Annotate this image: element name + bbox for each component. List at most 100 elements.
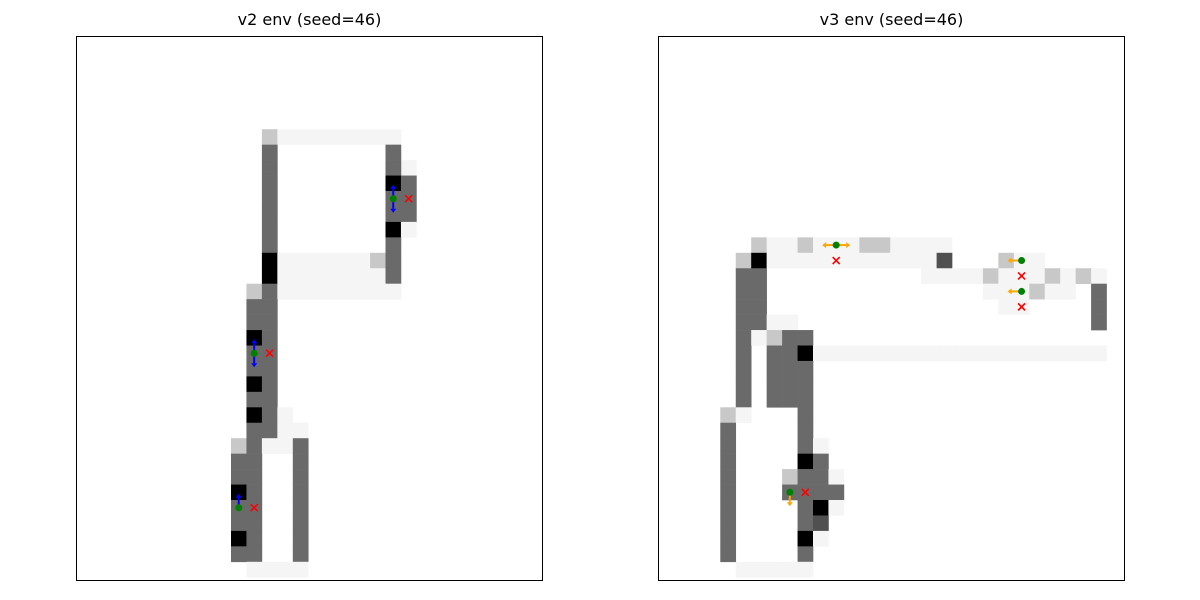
grid-cell-dark (261, 191, 278, 207)
grid-cell-dark (261, 330, 278, 346)
grid-cell-dark (797, 546, 814, 563)
grid-cell-dark (766, 376, 783, 393)
grid-cell-faint (890, 345, 906, 362)
grid-cell-faint (292, 252, 309, 269)
grid-cell-dark (782, 376, 798, 393)
grid-cell-faint (370, 129, 386, 145)
grid-cell-dark (261, 391, 278, 408)
grid-cell-dark (813, 484, 829, 501)
grid-cell-dark (292, 438, 309, 454)
grid-cell-dark (261, 422, 278, 439)
grid-cell-dark (261, 175, 278, 192)
grid-cell-faint (828, 345, 845, 362)
grid-cell-dark (766, 391, 783, 408)
grid-cell-faint (813, 252, 829, 269)
grid-cell-faint (385, 283, 402, 300)
grid-cell-dark (292, 530, 309, 547)
agent-marker (250, 349, 258, 357)
grid-cell-black (246, 330, 263, 346)
grid-cell-faint (967, 268, 984, 284)
grid-cell-black (385, 221, 402, 238)
grid-cell-faint (277, 561, 294, 578)
grid-cell-dark (782, 330, 798, 346)
target-marker (1017, 302, 1026, 311)
grid-cell-faint (1029, 268, 1046, 284)
grid-cell-faint (998, 299, 1015, 315)
grid-cell-faint (370, 268, 386, 284)
target-marker (404, 194, 413, 203)
grid-cell-dark (797, 376, 814, 393)
grid-cell-light (1044, 268, 1061, 284)
grid-cell-faint (843, 237, 860, 254)
grid-cell-faint (261, 438, 278, 454)
grid-cell-faint (843, 345, 860, 362)
grid-cell-dark (766, 360, 783, 377)
grid-cell-dark (246, 530, 263, 547)
grid-cell-dark (292, 453, 309, 470)
left-heatmap (76, 36, 543, 581)
heading-arrow-head (786, 502, 793, 507)
agent-marker (389, 195, 397, 203)
grid-cell-dark (261, 299, 278, 315)
grid-cell-dark (400, 206, 417, 223)
grid-cell-faint (1029, 345, 1046, 362)
grid-cell-light (998, 252, 1015, 269)
grid-cell-faint (813, 237, 829, 254)
grid-cell-dark (261, 360, 278, 377)
grid-cell-dark (231, 469, 247, 485)
grid-cell-dark (797, 330, 814, 346)
grid-cell-dark (261, 283, 278, 300)
grid-cell-dark (797, 469, 814, 485)
grid-cell-faint (843, 252, 860, 269)
grid-cell-faint (400, 221, 417, 238)
grid-cell-faint (1091, 345, 1107, 362)
grid-cell-dark (797, 438, 814, 454)
grid-cell-faint (339, 268, 355, 284)
grid-cell-faint (874, 252, 891, 269)
grid-cell-dark (735, 391, 752, 408)
grid-cell-dark (720, 438, 737, 454)
grid-cell-dark (385, 144, 402, 161)
right-panel: v3 env (seed=46) (658, 10, 1125, 585)
grid-cell-faint (766, 561, 783, 578)
heading-arrow-head (1007, 288, 1012, 295)
right-plot-area (658, 36, 1125, 581)
grid-cell-faint (982, 345, 999, 362)
grid-cell-faint (782, 237, 798, 254)
plot-frame (76, 36, 543, 581)
grid-cell-dark (385, 237, 402, 254)
heading-arrow-head (251, 339, 258, 344)
grid-cell-dark (261, 160, 278, 176)
grid-cell-faint (735, 561, 752, 578)
heading-arrow-head (251, 363, 258, 368)
grid-cell-faint (385, 129, 402, 145)
grid-cell-dark (246, 546, 263, 563)
grid-cell-faint (1060, 283, 1076, 300)
grid-cell-faint (292, 561, 309, 578)
grid-cell-faint (277, 422, 294, 439)
grid-cell-dark (246, 515, 263, 532)
agent-marker (1018, 257, 1026, 265)
grid-cell-light (874, 237, 891, 254)
grid-cell-dark (766, 345, 783, 362)
grid-cell-faint (998, 268, 1015, 284)
right-heatmap (658, 36, 1125, 581)
grid-cell-dark (720, 515, 737, 532)
grid-cell-dark (246, 422, 263, 439)
grid-cell-dark (797, 360, 814, 377)
grid-cell-dark (1091, 314, 1107, 331)
grid-cell-faint (1013, 345, 1030, 362)
grid-cell-dark (231, 453, 247, 470)
grid-cell-faint (354, 252, 371, 269)
grid-cell-black (231, 484, 247, 501)
grid-cell-dark (751, 283, 767, 300)
grid-cell-dark (246, 453, 263, 470)
grid-cell-dark (735, 299, 752, 315)
grid-cell-faint (400, 160, 417, 176)
grid-cell-dark (797, 500, 814, 516)
grid-cell-faint (859, 345, 876, 362)
grid-cell-faint (766, 237, 783, 254)
grid-cell-dark (813, 469, 829, 485)
grid-cell-dark (751, 314, 767, 331)
grid-cell-faint (998, 345, 1015, 362)
